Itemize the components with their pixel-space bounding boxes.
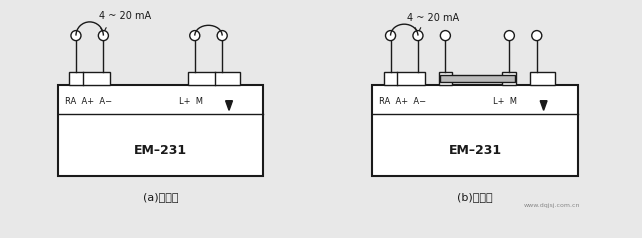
Text: (b)改线后: (b)改线后 bbox=[457, 192, 493, 202]
Text: www.dqjsj.com.cn: www.dqjsj.com.cn bbox=[524, 203, 580, 208]
Bar bbox=[384, 72, 425, 85]
Circle shape bbox=[413, 30, 423, 41]
Text: L+  M: L+ M bbox=[178, 97, 203, 106]
Bar bbox=[372, 85, 578, 176]
Bar bbox=[440, 75, 515, 82]
Circle shape bbox=[532, 30, 542, 41]
Text: (a)改线前: (a)改线前 bbox=[143, 192, 178, 202]
Circle shape bbox=[190, 30, 200, 41]
Bar bbox=[58, 85, 263, 176]
Text: EM–231: EM–231 bbox=[449, 144, 501, 158]
Polygon shape bbox=[540, 101, 547, 110]
Text: 4 ~ 20 mA: 4 ~ 20 mA bbox=[99, 11, 151, 21]
Text: RA  A+  A−: RA A+ A− bbox=[379, 97, 426, 106]
Circle shape bbox=[71, 30, 81, 41]
Circle shape bbox=[98, 30, 108, 41]
Text: L+  M: L+ M bbox=[493, 97, 517, 106]
Bar bbox=[438, 72, 452, 85]
Circle shape bbox=[385, 30, 395, 41]
Bar bbox=[530, 72, 555, 85]
Text: EM–231: EM–231 bbox=[134, 144, 187, 158]
Circle shape bbox=[217, 30, 227, 41]
Text: RA  A+  A−: RA A+ A− bbox=[65, 97, 112, 106]
Polygon shape bbox=[225, 101, 232, 110]
Text: 4 ~ 20 mA: 4 ~ 20 mA bbox=[406, 13, 458, 23]
Circle shape bbox=[440, 30, 451, 41]
Bar bbox=[188, 72, 241, 85]
Bar bbox=[503, 72, 516, 85]
Bar bbox=[69, 72, 110, 85]
Circle shape bbox=[505, 30, 514, 41]
